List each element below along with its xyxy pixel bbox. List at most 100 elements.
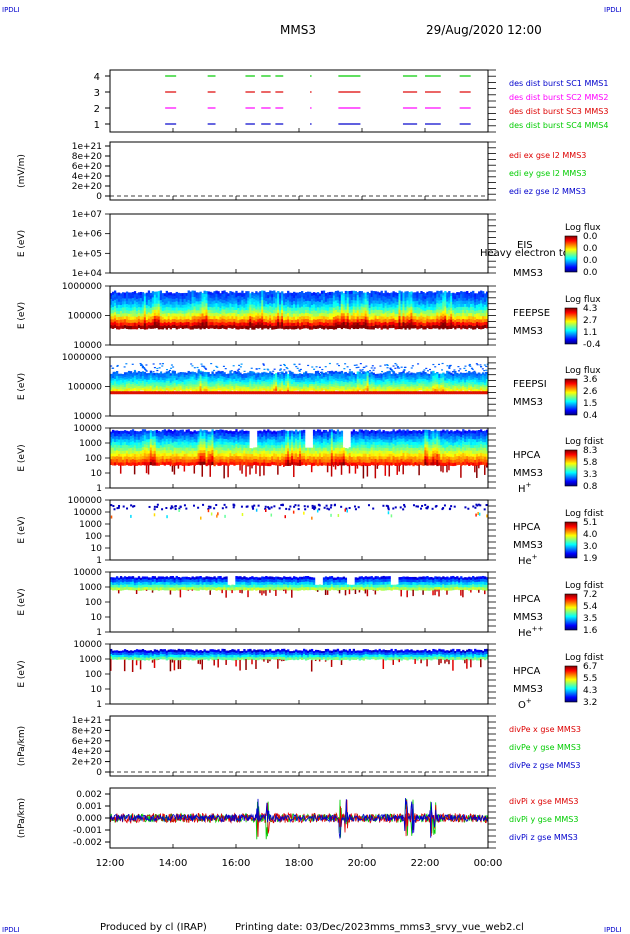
panel-feepsi-cell <box>480 375 483 379</box>
panel-feepsi-dot <box>288 370 291 372</box>
panel-feepse-cell <box>432 316 435 320</box>
panel-feepsi-dot <box>315 366 318 368</box>
panel-feepsi-cell <box>344 384 348 388</box>
panel-feepsi-cell <box>299 389 302 392</box>
panel-feepse-cell <box>310 317 314 321</box>
panel-hpca-h-cell <box>193 430 196 434</box>
panel-feepsi-cell <box>400 374 403 378</box>
panel-feepse-cell <box>458 301 461 305</box>
panel-feepse-cell <box>472 313 475 317</box>
panel-feepsi-cell <box>203 381 206 385</box>
panel-feepse-cell <box>171 322 174 326</box>
panel-feepsi-cell <box>149 380 153 384</box>
panel-feepse-cell <box>295 319 298 324</box>
panel-feepse-cell <box>300 325 304 329</box>
panel-feepsi-cell <box>145 375 149 378</box>
panel-hpca-h-cell <box>179 447 182 451</box>
panel-feepse-cell <box>251 298 254 302</box>
panel-feepsi-cell <box>247 389 250 393</box>
panel-feepsi-cell <box>113 376 117 380</box>
panel-feepse-cell <box>249 296 252 300</box>
panel-feepsi-band <box>380 391 383 395</box>
panel-hpca-h-drip <box>133 465 136 475</box>
panel-feepse-cell <box>372 294 375 298</box>
panel-feepse-cell <box>185 316 188 320</box>
panel-hpca-h-cell <box>135 431 139 435</box>
panel-feepsi-band <box>187 391 190 395</box>
panel-feepse-cell <box>291 311 294 315</box>
panel-feepse-cell <box>446 313 449 318</box>
panel-feepse-cell <box>352 297 356 301</box>
panel-feepse-cell <box>249 293 252 297</box>
panel-hpca-h-cell <box>175 438 178 443</box>
panel-feepse-cell <box>275 307 278 311</box>
panel-hpca-h-cell <box>185 462 188 466</box>
panel-feepsi-cell <box>430 371 433 375</box>
panel-feepsi-cell <box>110 387 113 390</box>
panel-feepsi-dot <box>236 372 239 374</box>
panel-feepse-cell <box>179 307 182 311</box>
panel-feepsi-band <box>384 391 387 395</box>
panel-feepsi-cell <box>111 389 115 393</box>
panel-feepse-cell <box>289 292 292 296</box>
panel-feepse-cell <box>155 312 159 316</box>
panel-feepsi-cell <box>316 380 320 384</box>
panel-feepse-cell <box>257 307 260 311</box>
panel-feepse-cell <box>177 298 180 303</box>
panel-feepse-cell <box>119 299 123 303</box>
panel-feepse-cell <box>400 294 403 298</box>
panel-feepse-cell <box>396 292 399 297</box>
panel-hpca-h-cell <box>191 448 194 452</box>
panel-feepsi-cell <box>187 386 190 390</box>
panel-feepsi-cell <box>420 381 423 384</box>
panel-feepse-cell <box>135 296 139 300</box>
panel-feepsi-cell <box>279 374 282 377</box>
panel-feepsi-band <box>428 391 431 395</box>
panel-feepsi-cell <box>368 386 371 390</box>
panel-feepsi-cell <box>289 370 292 374</box>
panel-feepsi-cell <box>197 383 200 387</box>
panel-feepse-cell <box>360 322 363 326</box>
panel-feepse-cell <box>330 313 334 317</box>
panel-feepse-cell <box>125 297 129 302</box>
panel-feepsi-cell <box>251 384 254 387</box>
panel-feepse-cell <box>173 310 176 314</box>
panel-feepse-cell <box>197 316 200 320</box>
panel-feepsi-cell <box>336 381 340 384</box>
panel-feepse-cell <box>297 292 300 296</box>
panel-feepse-cell <box>287 290 290 295</box>
panel-feepsi-cell <box>277 372 280 376</box>
panel-feepse-cell <box>308 298 312 302</box>
panel-hpca-h-cell <box>119 448 123 452</box>
panel-feepse-cell <box>119 316 123 320</box>
panel-hpca-h-cell <box>131 429 135 433</box>
panel-feepsi-cell <box>157 375 161 379</box>
panel-feepse-cell <box>322 293 326 298</box>
panel-feepsi-cell <box>452 385 455 388</box>
panel-feepse-cell <box>299 301 302 305</box>
panel-feepse-cell <box>400 297 403 302</box>
panel-feepse-cell <box>484 307 487 311</box>
panel-feepse-cell <box>382 322 385 326</box>
panel-feepse-cell <box>207 313 210 317</box>
panel-feepsi-band <box>145 391 149 395</box>
panel-feepse-cell <box>408 326 411 330</box>
panel-hpca-h-cell <box>119 453 123 457</box>
panel-feepsi-cell <box>432 378 435 382</box>
panel-feepsi-cell <box>235 385 238 389</box>
panel-feepsi-cell <box>454 373 457 377</box>
panel-feepsi-dot <box>152 363 155 365</box>
panel-feepsi-cell <box>255 382 258 385</box>
panel-feepse-cell <box>360 291 363 295</box>
panel-feepsi-cell <box>378 384 381 387</box>
panel-feepse-cell <box>406 303 409 307</box>
panel-feepse-cell <box>444 318 447 323</box>
panel-feepsi-cell <box>125 374 129 378</box>
panel-feepse-cell <box>285 325 288 330</box>
panel-feepse-cell <box>322 316 326 320</box>
panel-feepse-cell <box>342 307 346 311</box>
panel-feepse-cell <box>484 304 487 308</box>
panel-feepsi-cell <box>269 384 272 388</box>
panel-feepse-cell <box>129 316 133 321</box>
panel-feepse-cell <box>322 319 326 324</box>
